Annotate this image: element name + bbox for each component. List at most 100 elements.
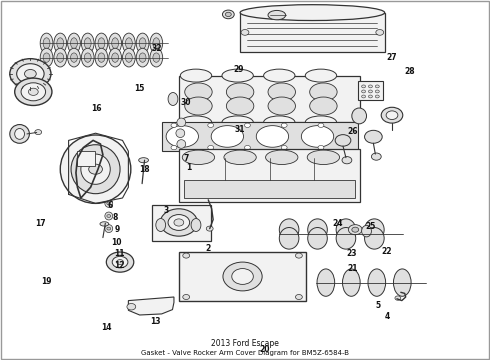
Bar [77,151,95,166]
Text: 18: 18 [139,165,150,174]
Circle shape [208,145,214,150]
Ellipse shape [365,228,384,249]
Ellipse shape [266,150,298,165]
Ellipse shape [71,145,120,194]
Ellipse shape [109,48,122,67]
Circle shape [222,10,234,19]
Ellipse shape [139,53,146,62]
Ellipse shape [105,225,113,233]
Circle shape [117,260,123,265]
Ellipse shape [240,5,385,21]
Circle shape [107,215,111,217]
Ellipse shape [362,225,371,237]
Text: 8: 8 [113,213,118,222]
Circle shape [106,252,134,272]
Ellipse shape [279,228,299,249]
Circle shape [107,179,111,181]
Ellipse shape [100,222,109,226]
Circle shape [368,95,372,98]
Ellipse shape [112,38,119,49]
Text: 24: 24 [333,219,343,228]
Circle shape [362,95,366,98]
Text: 15: 15 [134,84,145,93]
Ellipse shape [301,126,334,147]
Text: 26: 26 [347,127,358,136]
Circle shape [232,269,253,284]
Circle shape [281,123,287,127]
Ellipse shape [317,269,335,296]
Ellipse shape [139,38,146,49]
Ellipse shape [84,53,91,62]
Circle shape [107,190,111,193]
Ellipse shape [182,150,215,165]
Ellipse shape [191,219,201,231]
Ellipse shape [71,38,77,49]
Ellipse shape [109,33,122,53]
Circle shape [342,157,352,164]
Ellipse shape [60,135,131,203]
Text: 27: 27 [387,53,397,62]
Circle shape [208,123,214,127]
Circle shape [375,85,379,88]
Text: 25: 25 [365,222,376,231]
Ellipse shape [226,83,254,101]
Text: 32: 32 [151,44,162,53]
Bar [179,252,306,301]
Ellipse shape [308,219,327,240]
Ellipse shape [105,199,113,207]
Circle shape [295,253,302,258]
Ellipse shape [264,116,295,129]
Ellipse shape [393,269,411,296]
Ellipse shape [136,33,149,53]
Ellipse shape [98,53,105,62]
Text: Gasket - Valve Rocker Arm Cover Diagram for BM5Z-6584-B: Gasket - Valve Rocker Arm Cover Diagram … [141,350,349,356]
Ellipse shape [136,48,149,67]
Ellipse shape [95,48,108,67]
Circle shape [365,130,382,143]
Ellipse shape [222,116,253,129]
Text: 12: 12 [114,261,125,270]
Circle shape [206,226,213,231]
Ellipse shape [352,108,367,124]
Text: 29: 29 [234,65,245,74]
Text: 20: 20 [259,346,270,354]
Ellipse shape [40,48,53,67]
Circle shape [160,209,197,236]
Circle shape [381,107,403,123]
Ellipse shape [81,154,110,184]
Text: 11: 11 [114,249,125,258]
Circle shape [89,164,102,174]
Text: 7: 7 [184,154,189,163]
Ellipse shape [310,83,337,101]
Ellipse shape [139,158,148,163]
Ellipse shape [68,33,80,53]
Ellipse shape [156,219,166,231]
Ellipse shape [81,48,94,67]
Ellipse shape [268,10,286,20]
Text: 6: 6 [108,201,113,210]
Circle shape [171,123,177,127]
Circle shape [368,85,372,88]
Text: 17: 17 [35,219,46,228]
Circle shape [168,215,190,230]
Text: 31: 31 [235,125,245,134]
Circle shape [348,225,362,235]
Ellipse shape [305,69,337,82]
Circle shape [112,256,128,268]
Ellipse shape [222,69,253,82]
Text: 30: 30 [181,98,192,107]
Ellipse shape [365,219,384,240]
Ellipse shape [268,97,295,115]
Bar [358,81,383,100]
Ellipse shape [150,33,163,53]
Text: 4: 4 [385,312,390,321]
Circle shape [171,145,177,150]
Ellipse shape [185,83,212,101]
Circle shape [183,253,190,258]
Ellipse shape [68,48,80,67]
Ellipse shape [57,53,64,62]
Ellipse shape [57,38,64,49]
Ellipse shape [224,150,256,165]
Bar [162,122,358,151]
Ellipse shape [310,97,337,115]
